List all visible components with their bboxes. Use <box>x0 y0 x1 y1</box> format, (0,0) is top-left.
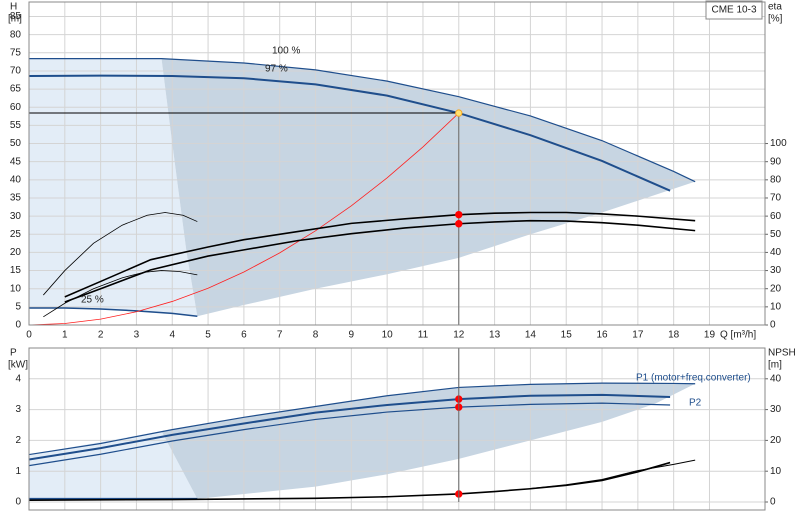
y2-tick-label: 10 <box>770 466 782 477</box>
curve <box>530 459 696 489</box>
y-tick-label: 1 <box>15 466 21 477</box>
x-tick-label: 18 <box>668 330 680 341</box>
y-tick-label: 70 <box>10 66 22 77</box>
x-tick-label: 17 <box>632 330 644 341</box>
x-tick-label: 9 <box>349 330 355 341</box>
y-tick-label: 35 <box>10 193 22 204</box>
curve <box>29 382 696 456</box>
plot-frame <box>28 347 766 511</box>
x-tick-label: 4 <box>169 330 175 341</box>
curve <box>64 219 696 303</box>
annotation: 100 % <box>272 46 300 57</box>
operating-area <box>161 58 696 317</box>
x-axis-label: Q [m³/h] <box>720 330 756 341</box>
y2-axis-unit: [m] <box>768 360 782 371</box>
x-tick-label: 3 <box>134 330 140 341</box>
operating-point <box>455 109 463 117</box>
y-axis-unit: [kW] <box>8 360 28 371</box>
x-tick-label: 12 <box>453 330 465 341</box>
annotation: 25 % <box>81 295 104 306</box>
x-tick-label: 14 <box>525 330 537 341</box>
x-tick-label: 6 <box>241 330 247 341</box>
y-tick-label: 45 <box>10 156 22 167</box>
curve <box>29 74 671 192</box>
x-tick-label: 1 <box>62 330 68 341</box>
y-tick-label: 50 <box>10 138 22 149</box>
x-tick-label: 16 <box>596 330 608 341</box>
x-tick-label: 5 <box>205 330 211 341</box>
curve <box>29 393 671 461</box>
annotation: P1 (motor+freq.converter) <box>636 373 751 384</box>
y2-axis-label: eta <box>768 2 782 13</box>
y2-axis-label: NPSH <box>768 348 796 359</box>
y2-tick-label: 80 <box>770 174 782 185</box>
curve <box>29 307 198 318</box>
curve <box>29 112 460 325</box>
y-tick-label: 85 <box>10 11 22 22</box>
y-tick-label: 0 <box>15 497 21 508</box>
x-tick-label: 0 <box>26 330 32 341</box>
y-tick-label: 55 <box>10 120 22 131</box>
plot-frame <box>28 1 766 326</box>
y-tick-label: 3 <box>15 404 21 415</box>
y-axis-unit: [m] <box>8 14 22 25</box>
y-axis-label: P <box>10 348 17 359</box>
y-tick-label: 10 <box>10 283 22 294</box>
y-tick-label: 0 <box>15 320 21 331</box>
y2-tick-label: 20 <box>770 283 782 294</box>
y2-tick-label: 50 <box>770 229 782 240</box>
y-tick-label: 15 <box>10 265 22 276</box>
y2-tick-label: 40 <box>770 247 782 258</box>
y2-tick-label: 60 <box>770 211 782 222</box>
y2-tick-label: 40 <box>770 373 782 384</box>
x-tick-label: 13 <box>489 330 501 341</box>
curve <box>64 211 696 298</box>
x-tick-label: 10 <box>382 330 394 341</box>
operating-point <box>455 210 463 219</box>
x-tick-label: 2 <box>98 330 104 341</box>
y2-tick-label: 0 <box>770 320 776 331</box>
operating-area <box>29 58 198 317</box>
curve <box>29 58 696 183</box>
y-tick-label: 65 <box>10 84 22 95</box>
y-tick-label: 60 <box>10 102 22 113</box>
y-tick-label: 2 <box>15 435 21 446</box>
y-tick-label: 40 <box>10 174 22 185</box>
y-tick-label: 75 <box>10 47 22 58</box>
curve <box>43 270 198 318</box>
y-tick-label: 80 <box>10 29 22 40</box>
curve <box>29 402 671 467</box>
y-tick-label: 25 <box>10 229 22 240</box>
y2-tick-label: 30 <box>770 265 782 276</box>
y2-tick-label: 90 <box>770 156 782 167</box>
x-tick-label: 8 <box>313 330 319 341</box>
x-tick-label: 7 <box>277 330 283 341</box>
x-tick-label: 19 <box>704 330 716 341</box>
y-tick-label: 5 <box>15 301 21 312</box>
operating-point <box>455 220 463 228</box>
y2-tick-label: 0 <box>770 497 776 508</box>
y-tick-label: 20 <box>10 247 22 258</box>
curve <box>43 212 198 296</box>
annotation: P2 <box>689 398 702 409</box>
y2-tick-label: 100 <box>770 138 787 149</box>
x-tick-label: 15 <box>561 330 573 341</box>
y2-tick-label: 30 <box>770 404 782 415</box>
y-axis-label: H <box>10 2 17 13</box>
operating-area <box>161 383 696 499</box>
y2-tick-label: 70 <box>770 193 782 204</box>
plot-area <box>29 2 765 325</box>
annotation: 97 % <box>265 64 288 75</box>
x-tick-label: 11 <box>418 330 429 341</box>
y2-tick-label: 20 <box>770 435 782 446</box>
y-tick-label: 30 <box>10 211 22 222</box>
y-tick-label: 4 <box>15 373 21 384</box>
y2-axis-unit: [%] <box>768 14 783 25</box>
title-box <box>705 0 763 20</box>
chart-title: CME 10-3 <box>711 5 756 16</box>
y2-tick-label: 10 <box>770 301 782 312</box>
